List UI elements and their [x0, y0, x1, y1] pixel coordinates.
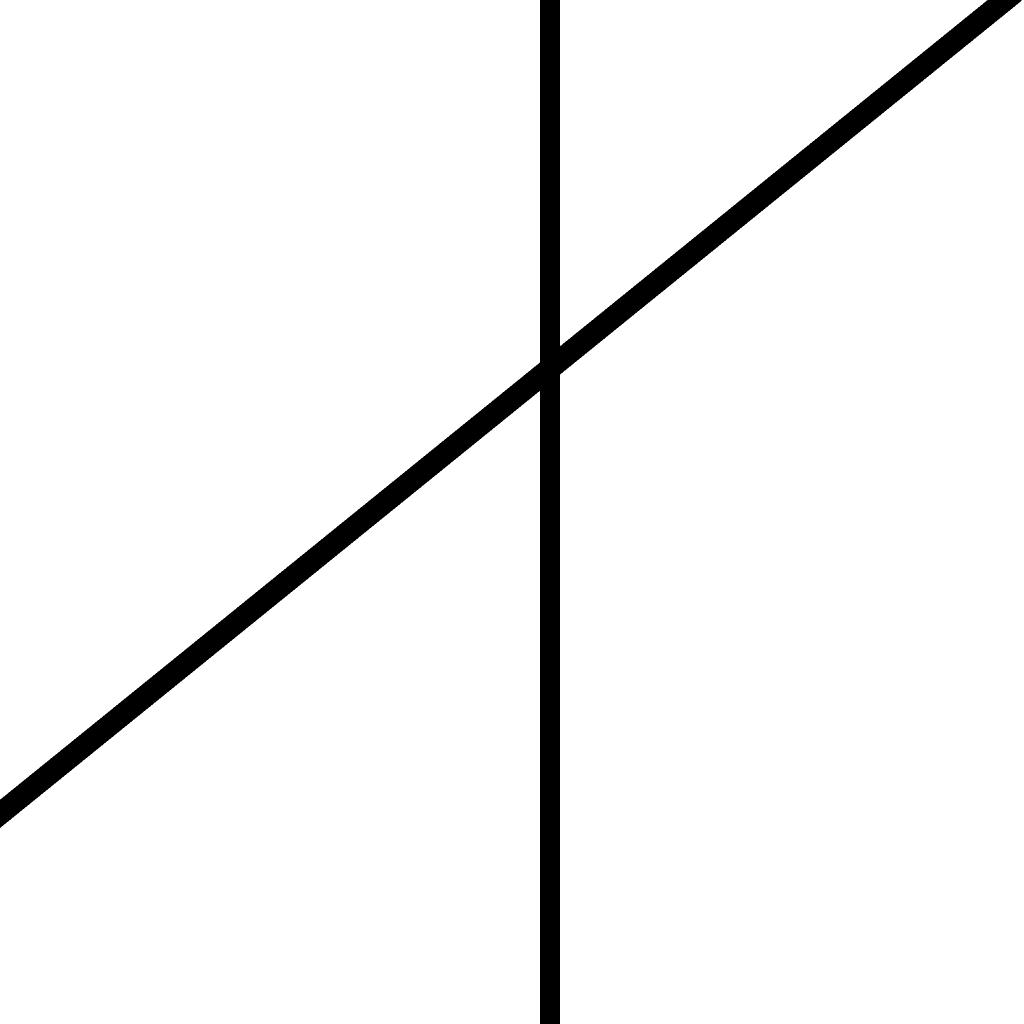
- diagonal-line: [0, 0, 1022, 829]
